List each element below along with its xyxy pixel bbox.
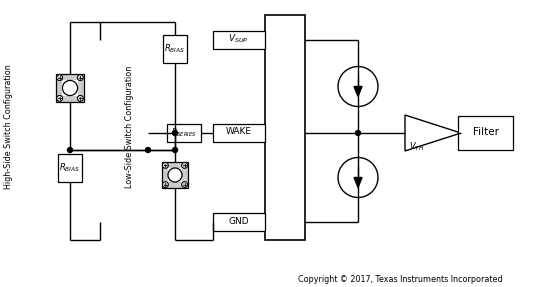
Circle shape [77,75,83,81]
Bar [265,15,305,240]
Polygon shape [354,177,362,187]
Bar [168,168,182,182]
Bar [163,35,187,63]
Circle shape [356,131,360,135]
Circle shape [145,148,151,152]
Circle shape [57,75,62,81]
Circle shape [67,148,73,152]
Circle shape [168,168,182,182]
Circle shape [182,182,187,188]
Text: $V_{SUP}$: $V_{SUP}$ [227,33,248,45]
Circle shape [62,80,77,96]
Bar [58,154,82,182]
Circle shape [338,67,378,106]
Circle shape [182,162,187,168]
Text: GND: GND [229,216,249,226]
Bar [213,124,265,142]
Text: High-Side Switch Configuration: High-Side Switch Configuration [4,65,13,189]
Polygon shape [405,115,461,151]
Circle shape [57,95,62,101]
Circle shape [162,182,168,188]
Bar [458,116,513,150]
Text: $R_{SERIES}$: $R_{SERIES}$ [170,127,197,139]
Bar [62,80,78,96]
Text: $R_{BIAS}$: $R_{BIAS}$ [164,43,185,55]
Bar [213,31,265,49]
Text: $V_{TH}$: $V_{TH}$ [409,141,425,153]
Polygon shape [354,86,362,96]
Circle shape [162,162,168,168]
Text: $R_{BIAS}$: $R_{BIAS}$ [59,162,81,174]
Bar [162,162,188,188]
Text: Filter: Filter [473,127,499,137]
Text: Copyright © 2017, Texas Instruments Incorporated: Copyright © 2017, Texas Instruments Inco… [297,276,502,284]
Bar [167,124,200,142]
Circle shape [172,148,177,152]
Text: Low-Side Switch Configuration: Low-Side Switch Configuration [125,66,135,188]
Text: WAKE: WAKE [226,127,252,137]
Circle shape [77,95,83,101]
Bar [56,74,84,102]
Circle shape [172,131,177,135]
Bar [213,213,265,231]
Circle shape [338,158,378,197]
